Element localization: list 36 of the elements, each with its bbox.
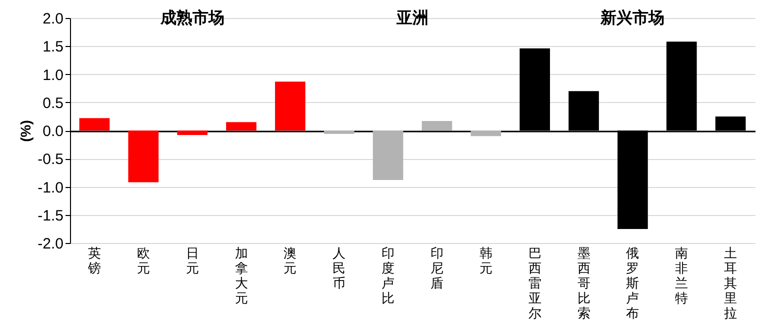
y-tick-label: 1.5 (42, 38, 64, 56)
y-tick-label: -1.0 (38, 179, 64, 196)
x-tick-label: 巴西雷亚尔 (528, 246, 542, 320)
bar (324, 130, 354, 134)
annotation: 亚洲 (396, 9, 428, 27)
bar (177, 130, 208, 135)
x-tick-label: 欧元 (136, 246, 150, 276)
x-tick-label: 印度卢比 (382, 246, 395, 306)
y-tick-label: 2.0 (42, 10, 64, 28)
x-tick-label: 英镑 (86, 246, 101, 276)
y-tick-label: 0.5 (42, 94, 64, 112)
bar (372, 130, 404, 180)
y-tick-label: 0.0 (42, 123, 64, 140)
annotation: 新兴市场 (600, 9, 665, 27)
bar (470, 130, 502, 136)
y-tick-label: -0.5 (38, 151, 64, 168)
x-tick-label: 加拿大元 (234, 246, 248, 306)
bar (128, 130, 159, 182)
x-tick-label: 韩元 (479, 246, 492, 276)
y-axis-title: (%) (18, 120, 34, 142)
x-tick-label: 土耳其里拉 (724, 246, 738, 320)
x-tick-label: 澳元 (284, 246, 297, 276)
x-tick-label: 印尼盾 (430, 246, 444, 290)
x-tick-label: 南非兰特 (675, 246, 688, 306)
bar (226, 122, 256, 130)
x-tick-label: 俄罗斯卢布 (626, 246, 640, 320)
bar (422, 120, 452, 130)
x-tick-label: 日元 (186, 246, 199, 276)
bar (79, 118, 110, 130)
bar (275, 82, 306, 130)
x-tick-label: 人民币 (332, 246, 346, 290)
x-tick-label: 墨西哥比索 (577, 246, 590, 320)
y-tick-label: -1.5 (38, 207, 64, 224)
y-tick-label: -2.0 (38, 236, 64, 252)
annotation: 成熟市场 (159, 9, 224, 27)
y-tick-label: 1.0 (42, 66, 64, 84)
